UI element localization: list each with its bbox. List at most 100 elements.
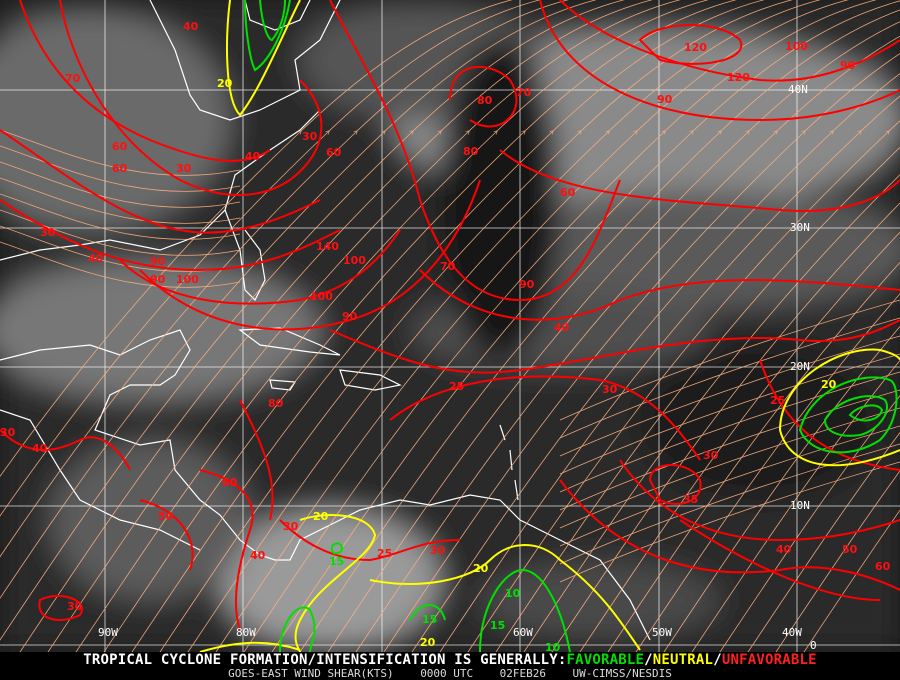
contour-label-red: 40 — [776, 543, 792, 556]
contour-label-yellow: 20 — [821, 378, 837, 391]
contour-label-red: 70 — [65, 72, 81, 85]
streamline — [0, 0, 569, 558]
streamline — [0, 145, 241, 192]
map-canvas: 40 70 30 40 30 60 60 60 30 40 90 90 100 140 100 100 90 70… — [0, 0, 900, 652]
contour-label-red: 60 — [560, 186, 576, 199]
streamline — [0, 209, 241, 256]
longitude-label: 90W — [98, 626, 118, 639]
streamline — [0, 0, 513, 478]
latitude-label: 30N — [790, 221, 810, 234]
streamline — [355, 35, 900, 652]
streamline — [0, 161, 241, 208]
contour-label-yellow: 20 — [217, 77, 233, 90]
streamline — [663, 325, 900, 652]
contour-labels: 40 70 30 40 30 60 60 60 30 40 90 90 100 140 100 100 90 70… — [0, 20, 891, 652]
contour-label-red: 30 — [703, 449, 719, 462]
contour-label-red: 30 — [176, 162, 192, 175]
contour-label-red: 90 — [519, 278, 535, 291]
streamline — [559, 371, 900, 493]
streamline — [131, 0, 765, 652]
streamline — [411, 73, 900, 652]
contour-label-red: 30 — [283, 520, 299, 533]
streamline — [327, 21, 900, 652]
contour-label-red: 90 — [150, 273, 166, 286]
valid-time: 0000 UTC — [420, 667, 474, 680]
contour-label-red: 50 — [842, 543, 858, 556]
latitude-label: 40N — [788, 83, 808, 96]
streamline — [0, 0, 541, 517]
contour-label-red: 60 — [222, 476, 238, 489]
streamlines — [0, 0, 900, 652]
contour-label-green: 15 — [490, 619, 505, 632]
longitude-label: 50W — [652, 626, 672, 639]
source: UW-CIMSS/NESDIS — [572, 667, 672, 680]
contour-label-red: 50 — [158, 510, 174, 523]
separator: / — [644, 652, 653, 668]
streamline — [187, 0, 821, 652]
contour-label-red: 25 — [449, 380, 464, 393]
streamline — [559, 443, 900, 565]
contour-label-red: 30 — [430, 544, 446, 557]
streamline — [383, 53, 900, 652]
valid-date: 02FEB26 — [499, 667, 547, 680]
streamline — [559, 317, 900, 439]
headline: TROPICAL CYCLONE FORMATION/INTENSIFICATI… — [0, 652, 900, 668]
longitude-label: 40W — [782, 626, 802, 639]
longitude-label: 60W — [513, 626, 533, 639]
unfavorable-label: UNFAVORABLE — [721, 652, 817, 668]
contour-label-red: 90 — [342, 310, 358, 323]
contour-label-red: 40 — [183, 20, 199, 33]
contour-label-red: 100 — [343, 254, 366, 267]
contour-label-red: 100 — [310, 290, 333, 303]
streamline — [0, 129, 241, 176]
streamline — [559, 389, 900, 511]
streamline — [559, 353, 900, 475]
contour-label-red: 80 — [268, 397, 284, 410]
contour-label-red: 35 — [683, 493, 698, 506]
contour-label-red: 70 — [516, 86, 532, 99]
streamline — [551, 202, 900, 652]
contour-label-red: 100 — [176, 273, 199, 286]
latitude-label: 10N — [790, 499, 810, 512]
contour-label-red: 30 — [0, 426, 16, 439]
contour-label-red: 30 — [67, 600, 83, 613]
streamline — [559, 335, 900, 457]
separator: / — [713, 652, 722, 668]
streamline — [691, 359, 900, 652]
contour-label-red: 40 — [88, 252, 104, 265]
contour-label-yellow: 20 — [420, 636, 436, 649]
contour-label-red: 30 — [40, 226, 56, 239]
streamline — [559, 299, 900, 421]
contour-label-red: 40 — [554, 321, 570, 334]
contour-label-red: 80 — [477, 94, 493, 107]
streamline — [0, 193, 241, 240]
contour-label-red: 60 — [326, 146, 342, 159]
streamline — [299, 9, 900, 652]
contour-label-yellow: 20 — [313, 510, 329, 523]
streamline — [439, 95, 900, 652]
shear-contours — [0, 0, 900, 652]
streamline — [523, 174, 900, 652]
streamline — [719, 395, 900, 652]
longitude-label: 80W — [236, 626, 256, 639]
streamline — [559, 407, 900, 529]
contour-label-yellow: 20 — [473, 562, 489, 575]
contour-label-green: 15 — [329, 555, 344, 568]
contour-label-green: 10 — [545, 641, 561, 652]
streamline — [75, 0, 709, 652]
streamline — [0, 0, 597, 599]
contour-label-red: 90 — [840, 59, 856, 72]
streamline — [0, 0, 625, 641]
streamline — [47, 0, 681, 652]
contour-label-red: 100 — [785, 40, 808, 53]
streamline — [579, 231, 900, 652]
contour-label-red: 80 — [463, 145, 479, 158]
contour-label-red: 30 — [302, 130, 318, 143]
headline-text: TROPICAL CYCLONE FORMATION/INTENSIFICATI… — [83, 652, 567, 668]
contour-label-red: 140 — [316, 240, 339, 253]
latitude-label: 20N — [790, 360, 810, 373]
streamline — [0, 241, 241, 288]
contour-label-red: 120 — [684, 41, 707, 54]
streamline — [775, 470, 900, 652]
